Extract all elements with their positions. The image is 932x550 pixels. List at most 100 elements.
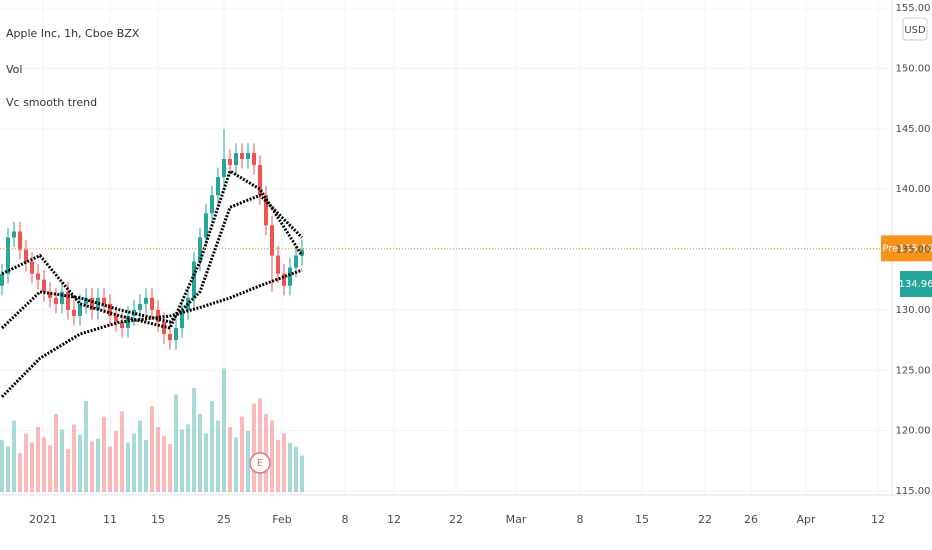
candle-body [0, 273, 4, 286]
grid [0, 0, 892, 495]
candle-body [174, 328, 178, 341]
candle-body [12, 231, 16, 238]
volume-bar [132, 433, 136, 492]
candle-body [264, 195, 268, 226]
price-label: 134.96 [899, 279, 932, 290]
volume-bar [252, 403, 256, 492]
volume-bar [288, 442, 292, 492]
trend-lines [0, 168, 304, 398]
volume-bar [6, 446, 10, 492]
volume-bar [258, 398, 262, 492]
volume-bar [270, 420, 274, 492]
x-tick-label: 2021 [29, 513, 57, 526]
candle-body [144, 297, 148, 304]
trend-line [0, 268, 303, 398]
candle-body [300, 249, 304, 256]
candle-body [156, 309, 160, 322]
y-tick-label: 150.00 [896, 63, 931, 74]
x-tick-label: Apr [796, 513, 816, 526]
y-tick-label: 115.00 [896, 486, 931, 497]
volume-bar [12, 420, 16, 492]
candle-body [24, 249, 28, 262]
legend-trend: Vc smooth trend [6, 96, 97, 109]
volume-pane [0, 368, 304, 492]
volume-bar [0, 440, 4, 492]
volume-bar [24, 433, 28, 492]
volume-bar [96, 438, 100, 492]
candle-body [270, 225, 274, 256]
candle-body [132, 309, 136, 316]
y-tick-label: 140.00 [896, 184, 931, 195]
currency[interactable]: USD [904, 25, 926, 36]
x-tick-label: 25 [217, 513, 231, 526]
price-label: 135.10 [899, 243, 932, 254]
candle-body [228, 159, 232, 166]
candle-body [252, 152, 256, 166]
volume-bar [66, 449, 70, 492]
y-tick-label: 130.00 [896, 305, 931, 316]
candle-body [180, 309, 184, 329]
volume-bar [30, 442, 34, 492]
candle-body [246, 152, 250, 160]
volume-bar [192, 388, 196, 492]
volume-bar [168, 443, 172, 492]
volume-bar [204, 433, 208, 492]
volume-bar [120, 411, 124, 492]
candle-body [168, 334, 172, 341]
volume-bar [48, 445, 52, 492]
candle-body [102, 297, 106, 304]
candle-body [66, 291, 70, 310]
y-tick-label: 135.00 [896, 245, 931, 256]
x-tick-label: 22 [449, 513, 463, 526]
candle-body [138, 303, 142, 310]
candle-body [90, 297, 94, 310]
candle-body [54, 297, 58, 304]
y-tick-label: 155.00 [896, 3, 931, 14]
volume-bar [240, 416, 244, 492]
volume-bar [138, 420, 142, 492]
volume-bar [234, 437, 238, 492]
volume-bar [102, 416, 106, 492]
volume-bar [90, 441, 94, 492]
volume-bar [282, 433, 286, 492]
candle-body [198, 237, 202, 262]
volume-bar [222, 368, 226, 492]
x-tick-label: 22 [698, 513, 712, 526]
y-tick-label: 145.00 [896, 124, 931, 135]
x-tick-label: 15 [635, 513, 649, 526]
trend-line [1, 168, 304, 330]
candle-body [18, 231, 22, 250]
volume-bar [186, 424, 190, 492]
x-tick-label: 26 [744, 513, 758, 526]
x-tick-label: 12 [871, 513, 885, 526]
legend-volume: Vol [6, 63, 22, 76]
volume-bar [72, 424, 76, 492]
candle-body [222, 159, 226, 178]
volume-bar [42, 437, 46, 492]
candle-body [240, 152, 244, 160]
volume-bar [294, 446, 298, 492]
candle-body [30, 261, 34, 274]
volume-bar [300, 455, 304, 492]
price-label-box [900, 271, 932, 298]
volume-bar [276, 440, 280, 492]
x-tick-label: 8 [342, 513, 349, 526]
volume-bar [114, 430, 118, 492]
volume-bar [180, 429, 184, 492]
volume-bar [84, 401, 88, 492]
candle-body [192, 261, 196, 298]
volume-bar [162, 436, 166, 492]
candle-body [6, 237, 10, 274]
volume-bar [54, 414, 58, 492]
candle-body [72, 309, 76, 316]
candle-body [288, 267, 292, 286]
x-tick-label: 15 [151, 513, 165, 526]
currency-box[interactable] [902, 17, 928, 41]
x-tick-label: 12 [387, 513, 401, 526]
earnings-marker [249, 452, 271, 474]
candle-body [114, 315, 118, 322]
volume-bar [144, 440, 148, 492]
